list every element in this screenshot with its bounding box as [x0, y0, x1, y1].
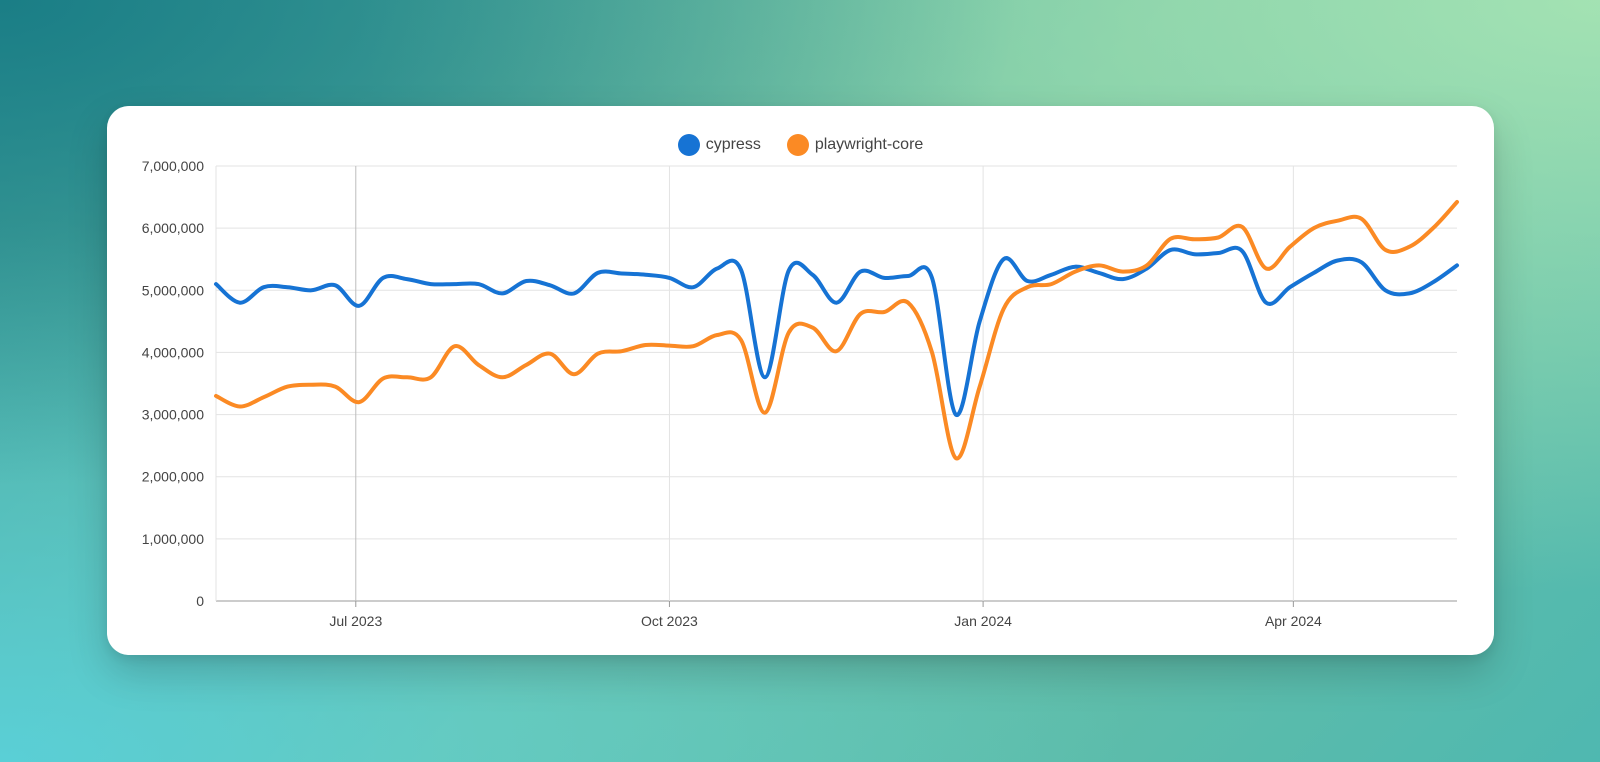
x-tick-label: Jan 2024 [954, 613, 1012, 629]
chart-card: cypress playwright-core 0 1,000,000 2,000,… [107, 106, 1494, 655]
legend-item-playwright-core[interactable]: playwright-core [786, 134, 924, 156]
y-tick-label: 0 [196, 593, 204, 609]
x-tick-label: Apr 2024 [1265, 613, 1322, 629]
y-tick-label: 2,000,000 [142, 469, 204, 485]
y-tick-label: 6,000,000 [142, 220, 204, 236]
legend-label-playwright-core: playwright-core [814, 136, 924, 153]
legend-label-cypress: cypress [705, 136, 761, 153]
series-line-playwright-core[interactable] [214, 200, 1459, 461]
x-tick-label: Jul 2023 [329, 613, 382, 629]
line-chart: 0 1,000,000 2,000,000 3,000,000 4,000,000 5,0… [142, 158, 1459, 629]
y-tick-label: 1,000,000 [142, 531, 204, 547]
x-tick-label: Oct 2023 [641, 613, 698, 629]
y-tick-label: 7,000,000 [142, 158, 204, 174]
y-tick-label: 4,000,000 [142, 344, 204, 360]
legend-swatch-playwright-core [786, 134, 809, 156]
chart-legend: cypress playwright-core [107, 134, 1494, 156]
legend-item-cypress[interactable]: cypress [677, 134, 761, 156]
y-tick-label: 3,000,000 [142, 407, 204, 423]
legend-swatch-cypress [677, 134, 700, 156]
series-line-cypress[interactable] [214, 245, 1459, 417]
y-tick-label: 5,000,000 [142, 282, 204, 298]
